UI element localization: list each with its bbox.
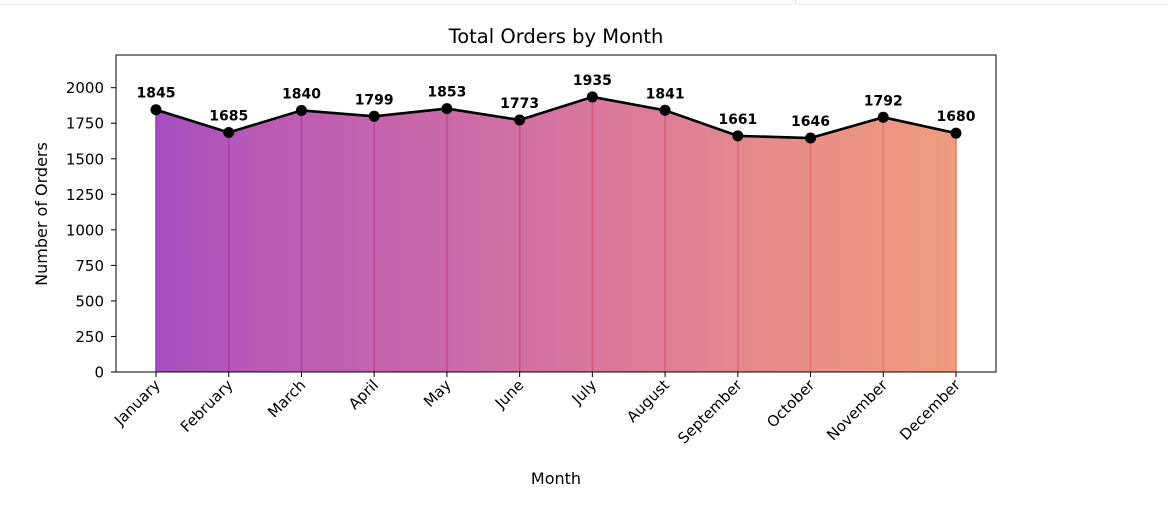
- y-tick-label: 2000: [66, 79, 104, 97]
- data-label-september: 1661: [718, 112, 757, 128]
- data-label-october: 1646: [791, 114, 830, 130]
- area-segment-february: [228, 110, 302, 373]
- data-points: [150, 91, 962, 144]
- data-point-february: [223, 126, 235, 138]
- area-segment-october: [810, 117, 884, 372]
- y-tick-label: 1250: [66, 186, 104, 204]
- data-point-june: [514, 114, 526, 126]
- data-label-december: 1680: [937, 109, 976, 125]
- data-point-april: [368, 110, 380, 122]
- data-label-january: 1845: [137, 86, 176, 102]
- data-point-november: [877, 111, 889, 123]
- x-tick-label-may: May: [420, 376, 455, 411]
- orders-line: [155, 95, 957, 140]
- data-label-november: 1792: [864, 93, 903, 109]
- x-tick-label-december: December: [896, 376, 964, 444]
- area-segment-july: [592, 96, 666, 373]
- x-tick-label-march: March: [264, 376, 309, 421]
- data-point-october: [805, 132, 817, 144]
- x-tick-label-september: September: [674, 376, 746, 448]
- area-segment-april: [374, 108, 447, 372]
- data-label-july: 1935: [573, 73, 612, 89]
- y-tick-label: 500: [75, 292, 104, 310]
- x-tick-label-august: August: [623, 376, 673, 426]
- area-segment-may: [446, 108, 520, 372]
- area-segment-june: [519, 96, 593, 373]
- area-segment-september: [737, 135, 811, 372]
- area-segment-august: [665, 110, 738, 373]
- y-tick-label: 750: [75, 257, 104, 275]
- data-point-december: [950, 127, 962, 139]
- data-point-july: [586, 91, 598, 103]
- y-tick-label: 0: [94, 364, 104, 382]
- data-point-may: [441, 103, 453, 115]
- x-axis: January February March April May June July Augu…: [110, 372, 964, 447]
- data-label-may: 1853: [427, 85, 466, 101]
- data-point-march: [295, 104, 307, 116]
- data-point-september: [732, 130, 744, 142]
- y-axis: 0 250 500 750 1000 1250 1500 1750 2000: [66, 79, 116, 382]
- data-point-august: [659, 104, 671, 116]
- chart-title: Total Orders by Month: [448, 25, 664, 48]
- x-tick-label-july: July: [568, 376, 601, 409]
- plot-frame: [115, 54, 997, 373]
- data-label-march: 1840: [282, 86, 321, 102]
- area-segment-march: [301, 110, 375, 373]
- x-tick-label-november: November: [823, 376, 891, 444]
- y-tick-label: 1500: [66, 150, 104, 168]
- data-label-june: 1773: [500, 96, 539, 112]
- y-tick-label: 1750: [66, 115, 104, 133]
- x-tick-label-june: June: [491, 376, 528, 413]
- y-axis-label: Number of Orders: [32, 142, 51, 286]
- x-tick-label-february: February: [177, 376, 237, 436]
- notebook-cell-divider: [0, 0, 1168, 5]
- data-label-august: 1841: [646, 86, 685, 102]
- x-tick-label-january: January: [110, 376, 164, 430]
- area-segment-january: [156, 109, 229, 372]
- data-point-january: [150, 104, 162, 116]
- data-labels: 1845 1685 1840 1799 1853 1773 1935 1841 1661 1646…: [137, 73, 976, 130]
- data-label-april: 1799: [355, 92, 394, 108]
- area-fill-segments: [156, 96, 956, 373]
- x-axis-label: Month: [531, 469, 581, 488]
- y-tick-label: 250: [75, 328, 104, 346]
- y-tick-label: 1000: [66, 221, 104, 239]
- x-tick-label-april: April: [345, 376, 382, 413]
- data-label-february: 1685: [209, 108, 248, 124]
- month-separator-lines: [155, 96, 957, 372]
- area-segment-november: [883, 117, 956, 372]
- x-tick-label-october: October: [763, 376, 819, 432]
